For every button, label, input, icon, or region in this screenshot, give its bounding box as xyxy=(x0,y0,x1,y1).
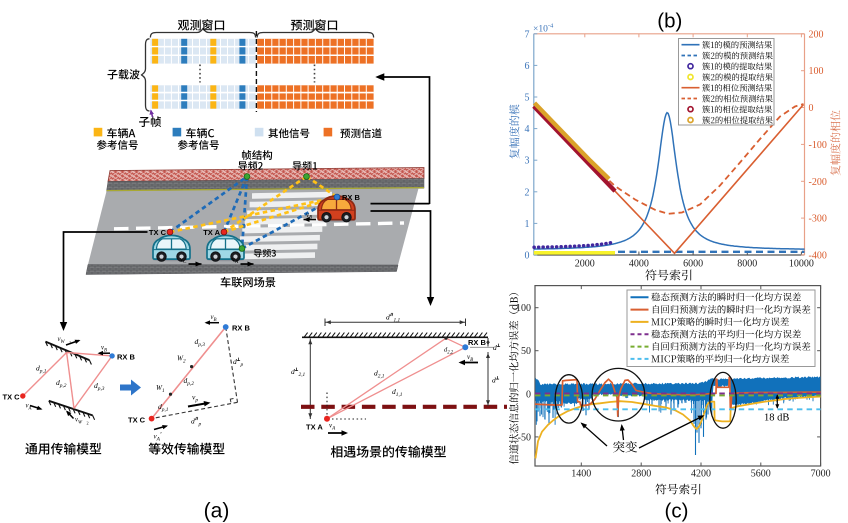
svg-text:dp,2: dp,2 xyxy=(56,378,67,389)
svg-text:8000: 8000 xyxy=(737,259,757,270)
svg-text:0: 0 xyxy=(809,103,814,114)
svg-text:2800: 2800 xyxy=(631,469,651,480)
svg-text:-200: -200 xyxy=(809,177,827,188)
svg-text:vB: vB xyxy=(101,345,107,354)
svg-text:vA: vA xyxy=(26,403,32,412)
svg-text:(a): (a) xyxy=(204,500,230,523)
svg-text:4000: 4000 xyxy=(629,259,649,270)
svg-text:vB: vB xyxy=(306,211,312,221)
svg-text:-300: -300 xyxy=(809,214,827,225)
svg-text:1: 1 xyxy=(525,219,530,230)
svg-text:1,1: 1,1 xyxy=(394,317,401,323)
svg-text:100: 100 xyxy=(809,66,824,77)
svg-text:6000: 6000 xyxy=(683,259,703,270)
svg-text:TX A: TX A xyxy=(306,423,323,432)
svg-text:d: d xyxy=(233,357,237,366)
svg-text:3: 3 xyxy=(525,156,530,167)
svg-text:7000: 7000 xyxy=(811,469,831,480)
svg-text:1400: 1400 xyxy=(571,469,591,480)
svg-text:(c): (c) xyxy=(665,500,689,523)
svg-text:RX B: RX B xyxy=(468,338,487,347)
svg-text:dp,3: dp,3 xyxy=(94,381,105,392)
svg-text:d: d xyxy=(191,417,195,426)
svg-text:RX B: RX B xyxy=(232,324,251,333)
svg-text:dp,1: dp,1 xyxy=(158,402,169,413)
svg-text:-400: -400 xyxy=(809,251,827,262)
svg-text:200: 200 xyxy=(809,29,824,40)
svg-text:vA: vA xyxy=(329,422,336,432)
svg-text:TX A: TX A xyxy=(203,228,220,237)
svg-text:vW: vW xyxy=(75,417,83,426)
svg-text:10000: 10000 xyxy=(789,259,814,270)
svg-text:d: d xyxy=(386,313,390,322)
svg-text:100: 100 xyxy=(516,303,531,314)
svg-text:vW: vW xyxy=(58,336,66,345)
svg-text:-50: -50 xyxy=(518,432,531,443)
svg-text:vC: vC xyxy=(180,256,187,266)
svg-text:d1,1: d1,1 xyxy=(392,387,403,398)
svg-text:d: d xyxy=(492,376,496,385)
svg-text:d2,2: d2,2 xyxy=(444,347,454,356)
svg-text:-100: -100 xyxy=(809,140,827,151)
svg-text:d: d xyxy=(493,343,497,352)
svg-text:18 dB: 18 dB xyxy=(764,413,789,424)
svg-text:RX B: RX B xyxy=(117,353,136,362)
svg-text:vA: vA xyxy=(232,256,239,266)
svg-text:dp,1: dp,1 xyxy=(36,364,47,375)
svg-text:0: 0 xyxy=(525,251,530,262)
svg-text:p: p xyxy=(240,362,244,368)
svg-text:vB: vB xyxy=(467,353,473,363)
svg-text:5: 5 xyxy=(525,93,530,104)
svg-text:2: 2 xyxy=(87,420,89,425)
svg-text:5600: 5600 xyxy=(751,469,771,480)
svg-text:7: 7 xyxy=(525,29,530,40)
svg-text:0: 0 xyxy=(526,389,531,400)
svg-text:TX C: TX C xyxy=(149,228,167,237)
svg-text:4200: 4200 xyxy=(691,469,711,480)
svg-text:vB: vB xyxy=(211,314,217,323)
svg-text:6: 6 xyxy=(525,61,530,72)
svg-text:50: 50 xyxy=(521,346,531,357)
svg-text:d: d xyxy=(291,367,295,376)
svg-text:(b): (b) xyxy=(657,10,682,33)
svg-text:W2: W2 xyxy=(177,355,186,365)
svg-text:RX B: RX B xyxy=(342,193,361,202)
svg-text:TX C: TX C xyxy=(128,416,146,425)
svg-text:p: p xyxy=(198,421,202,427)
svg-text:4: 4 xyxy=(525,124,530,135)
svg-text:TX C: TX C xyxy=(3,393,21,402)
svg-text:2: 2 xyxy=(525,187,530,198)
svg-text:W1: W1 xyxy=(156,384,165,394)
svg-text:d2,1: d2,1 xyxy=(374,369,385,380)
svg-text:2,1: 2,1 xyxy=(299,372,306,378)
svg-text:vp: vp xyxy=(192,393,198,404)
svg-text:1: 1 xyxy=(69,340,71,345)
svg-text:dp,2: dp,2 xyxy=(184,376,195,387)
svg-text:dp,3: dp,3 xyxy=(195,337,206,348)
svg-text:vA': vA' xyxy=(154,431,162,443)
svg-text:2000: 2000 xyxy=(575,259,595,270)
